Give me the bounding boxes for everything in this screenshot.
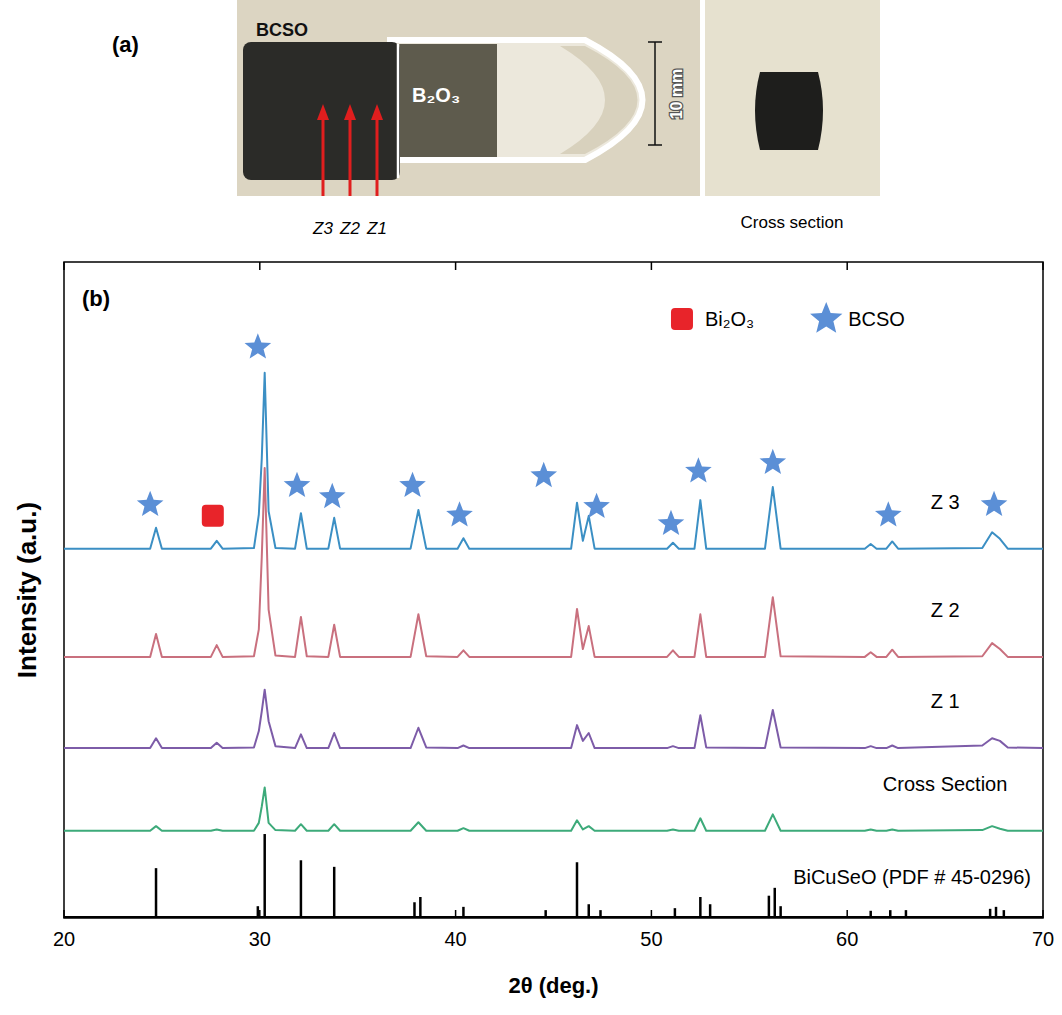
reference-stick [263,834,266,918]
x-tick-label: 40 [444,928,466,950]
star-marker [284,472,311,497]
star-marker [245,333,272,358]
series-label: Cross Section [883,773,1008,795]
x-tick-label: 50 [640,928,662,950]
legend: Bi₂O₃ BCSO [671,302,905,333]
x-tick-label: 20 [53,928,75,950]
reference-stick [587,904,590,918]
sample-label: BCSO [256,20,308,40]
b2o3-region [392,44,497,157]
legend-square [671,308,693,330]
star-marker [530,462,557,487]
star-marker [399,472,426,497]
reference-stick [419,897,422,918]
star-marker [981,491,1008,516]
x-axis-title: 2θ (deg.) [508,973,598,998]
series-label: Z 1 [931,690,960,712]
reference-stick [155,868,158,918]
zone-arrowhead [317,104,329,120]
x-tick [651,262,653,270]
star-marker [875,501,902,526]
reference-stick [768,896,771,918]
x-tick [63,262,65,270]
x-tick-label: 30 [249,928,271,950]
x-tick [259,262,261,270]
zone-label: Z3 [312,219,333,238]
zone-arrow [349,118,352,196]
scale-bar-cap [648,41,662,43]
crucible-label: B₂O₃ [412,84,460,106]
figure: (a) BCSO B₂O₃ 10 mm Z3 Z2 Z1 Cross section 20 30 4… [0,0,1062,1015]
x-tick [846,262,848,270]
panel-label: (a) [112,32,139,57]
x-tick [1042,262,1044,270]
series-label: Z 2 [931,599,960,621]
reference-stick [576,862,579,918]
reference-stick [774,888,777,918]
reference-stick [699,897,702,918]
zone-arrowhead [344,104,356,120]
y-axis-title: Intensity (a.u.) [12,502,42,678]
star-marker [446,501,473,526]
crucible [390,40,643,160]
scale-label: 10 mm [668,69,685,120]
interface-line [397,44,400,178]
reference-stick [413,902,416,918]
series-labels: Z 3 Z 2 Z 1 Cross Section BiCuSeO (PDF # 45-… [793,491,1031,888]
plot-frame [64,262,1043,918]
photo-background [237,0,700,196]
series-label: BiCuSeO (PDF # 45-0296) [793,866,1031,888]
panel-label: (b) [82,286,110,311]
x-tick-label: 70 [1032,928,1054,950]
scale-bar-cap [648,144,662,146]
star-marker [137,491,164,516]
legend-label: Bi₂O₃ [705,308,754,330]
x-tick-label: 60 [836,928,858,950]
inset-background [705,0,880,196]
x-tick [455,262,457,270]
chart-panel: 20 30 40 50 60 70 2θ (deg.) Intensity (a.u.) (b)… [12,262,1054,998]
photo-panel: (a) BCSO B₂O₃ 10 mm Z3 Z2 Z1 Cross section [112,0,880,238]
square-marker [202,505,224,527]
star-marker [685,457,712,482]
zone-arrowhead [371,104,383,120]
inset-caption: Cross section [741,213,844,232]
series-label: Z 3 [931,491,960,513]
zone-label: Z2 [339,219,360,238]
legend-star [810,302,842,333]
star-marker [319,483,346,508]
data-group [64,333,1043,918]
star-marker [759,449,786,474]
star-marker [658,510,685,535]
xrd-pattern [64,468,1043,657]
xrd-pattern [64,373,1043,549]
zone-label: Z1 [366,219,387,238]
reference-stick [300,860,303,918]
scale-bar [654,42,656,145]
star-marker [583,493,610,518]
legend-label: BCSO [848,308,905,330]
cross-section-sample [755,72,823,150]
reference-stick [709,904,712,918]
reference-baseline [64,916,1043,918]
reference-stick [333,867,336,918]
zone-arrow [322,118,325,196]
zone-arrow [376,118,379,196]
xrd-pattern [64,690,1043,748]
